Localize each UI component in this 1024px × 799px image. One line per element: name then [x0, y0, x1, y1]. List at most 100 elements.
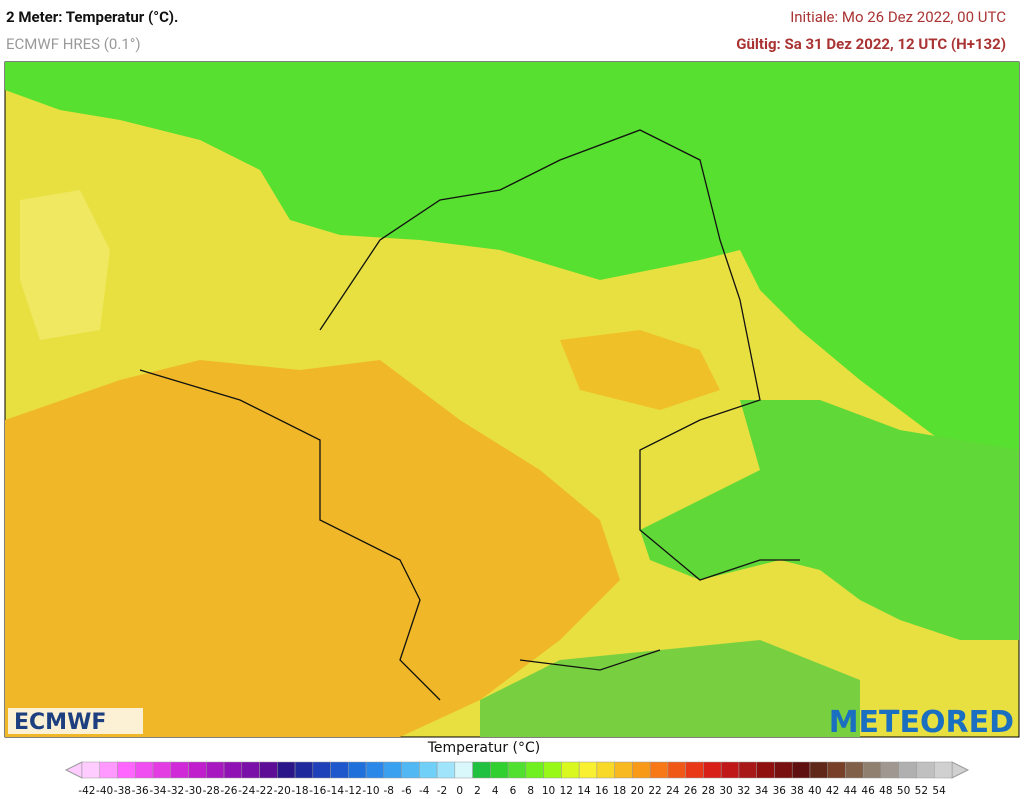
tick-label: 36: [773, 785, 787, 797]
color-box: [419, 761, 438, 779]
color-box: [667, 761, 686, 779]
ecmwf-logo: ECMWF: [14, 710, 106, 735]
tick-label: 24: [666, 785, 680, 797]
color-box: [578, 761, 598, 779]
color-box: [259, 761, 278, 779]
color-box: [472, 761, 491, 779]
color-box: [206, 761, 225, 779]
orange-east: [560, 330, 720, 410]
arrow-left: [64, 761, 83, 779]
tick-label: 30: [719, 785, 732, 797]
tick-label: 14: [577, 785, 591, 797]
color-box: [738, 761, 757, 779]
valid-time: Gültig: Sa 31 Dez 2022, 12 UTC (H+132): [736, 35, 1006, 53]
color-box: [454, 761, 473, 779]
tick-label: -34: [149, 785, 166, 797]
tick-label: -6: [401, 785, 412, 797]
model-name: ECMWF HRES (0.1°): [6, 35, 141, 53]
tick-label: 2: [474, 785, 481, 797]
map-title: 2 Meter: Temperatur (°C).: [6, 8, 179, 26]
tick-label: 38: [790, 785, 803, 797]
tick-label: -22: [256, 785, 273, 797]
tick-label: 28: [702, 785, 715, 797]
tick-label: 18: [613, 785, 626, 797]
borders: [139, 129, 800, 701]
tick-label: 10: [542, 785, 555, 797]
color-box: [756, 761, 775, 779]
color-box: [117, 761, 136, 779]
tick-label: -10: [362, 785, 379, 797]
tick-label: -40: [96, 785, 113, 797]
tick-label: -38: [114, 785, 131, 797]
color-box: [490, 761, 509, 779]
legend-title: Temperatur (°C): [427, 740, 541, 756]
tick-label: -42: [78, 785, 95, 797]
tick-label: 50: [897, 785, 910, 797]
tick-label: 6: [510, 785, 517, 797]
color-box: [330, 761, 349, 779]
tick-label: 34: [755, 785, 769, 797]
color-box: [401, 761, 420, 779]
color-box: [632, 761, 651, 779]
color-box: [561, 761, 580, 779]
color-box: [170, 761, 189, 779]
tick-label: 48: [879, 785, 892, 797]
tick-label: 44: [844, 785, 858, 797]
alps: [480, 640, 860, 737]
color-box: [383, 761, 402, 779]
color-box: [81, 761, 101, 779]
color-box: [543, 761, 562, 779]
color-box: [649, 761, 669, 779]
green-east: [640, 400, 1019, 640]
color-box: [791, 761, 811, 779]
tick-label: 20: [631, 785, 644, 797]
green-north: [5, 62, 1019, 450]
tick-label: -28: [203, 785, 220, 797]
color-box: [241, 761, 260, 779]
tick-label: 40: [808, 785, 821, 797]
tick-label: -2: [437, 785, 447, 797]
color-box: [809, 761, 828, 779]
britain: [20, 190, 110, 340]
color-box: [720, 761, 740, 779]
meteored-logo: METEORED: [829, 705, 1014, 740]
color-box: [614, 761, 633, 779]
color-box: [507, 761, 527, 779]
color-box: [135, 761, 154, 779]
tick-label: 4: [492, 785, 499, 797]
tick-label: -32: [167, 785, 184, 797]
tick-label: -20: [274, 785, 291, 797]
tick-label: -14: [327, 785, 344, 797]
tick-label: 0: [456, 785, 463, 797]
orange-west: [5, 360, 620, 737]
color-box: [845, 761, 864, 779]
color-box: [774, 761, 793, 779]
tick-label: 54: [932, 785, 946, 797]
init-time: Initiale: Mo 26 Dez 2022, 00 UTC: [790, 8, 1006, 26]
color-box: [685, 761, 704, 779]
color-box: [348, 761, 367, 779]
color-box: [152, 761, 172, 779]
tick-label: 16: [595, 785, 609, 797]
color-box: [703, 761, 722, 779]
color-box: [223, 761, 243, 779]
color-box: [436, 761, 456, 779]
tick-label: -8: [383, 785, 393, 797]
color-box: [862, 761, 882, 779]
color-box: [916, 761, 935, 779]
tick-label: -18: [291, 785, 308, 797]
color-box: [312, 761, 331, 779]
color-box: [188, 761, 207, 779]
color-box: [827, 761, 846, 779]
arrow-right: [951, 761, 970, 779]
tick-label: 8: [527, 785, 534, 797]
tick-label: 46: [861, 785, 875, 797]
color-box: [365, 761, 385, 779]
colorbar: -42 -40 -38 -36 -34 -32 -30 -28 -26 -24 -22 -20 -18-…: [64, 761, 970, 797]
tick-label: 12: [560, 785, 573, 797]
logo-box: [8, 708, 143, 734]
color-box: [525, 761, 544, 779]
tick-label: -16: [309, 785, 326, 797]
